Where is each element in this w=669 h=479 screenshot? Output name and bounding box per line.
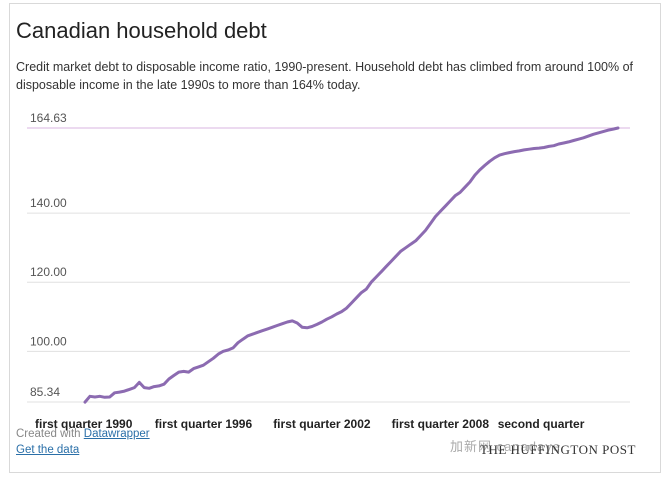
- x-tick-label: second quarter: [498, 417, 585, 431]
- y-tick-label: 120.00: [30, 265, 67, 279]
- grid-lines: [27, 127, 630, 403]
- x-axis-ticks: first quarter 1990 first quarter 1996 firs…: [35, 417, 585, 431]
- series-line: [83, 126, 620, 404]
- x-tick-label: first quarter 2008: [392, 417, 490, 431]
- y-tick-label: 100.00: [30, 334, 67, 348]
- chart-subtitle: Credit market debt to disposable income …: [16, 60, 634, 92]
- watermark: 加新网 canadaye: [450, 439, 561, 454]
- get-data-link[interactable]: Get the data: [16, 444, 80, 456]
- chart-card: [9, 3, 661, 473]
- datawrapper-link[interactable]: Datawrapper: [83, 428, 150, 440]
- credit-line: Created with Datawrapper: [16, 428, 150, 440]
- x-tick-label: first quarter 2002: [273, 417, 371, 431]
- y-tick-label: 164.63: [30, 111, 67, 125]
- credit-prefix: Created with: [16, 428, 84, 440]
- y-tick-label: 140.00: [30, 196, 67, 210]
- y-tick-label: 85.34: [30, 385, 60, 399]
- y-axis-ticks: 164.63 140.00 120.00 100.00 85.34: [30, 111, 67, 399]
- series-layer: [83, 126, 620, 404]
- chart-title: Canadian household debt: [16, 18, 267, 43]
- x-tick-label: first quarter 1996: [155, 417, 253, 431]
- brand-logo: THE HUFFINGTON POST: [480, 442, 636, 457]
- x-tick-label: first quarter 1990: [35, 417, 133, 431]
